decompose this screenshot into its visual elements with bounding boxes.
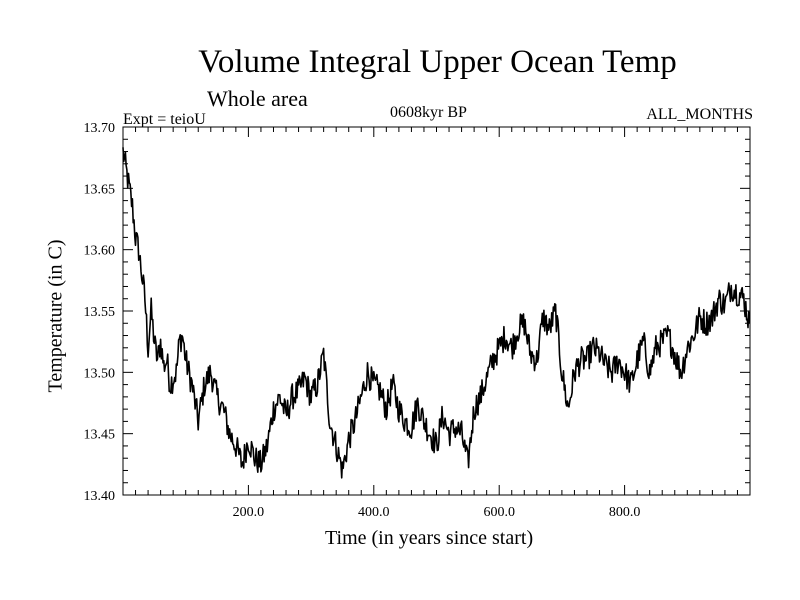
tick-labels: 200.0 400.0 600.0 800.0 13.40 13.45 13.50 13.55… (84, 121, 641, 520)
y-tick-label: 13.60 (84, 244, 116, 259)
y-tick-label: 13.50 (84, 366, 116, 381)
x-tick-label: 200.0 (233, 505, 265, 520)
x-tick-label: 600.0 (483, 505, 515, 520)
series-group (122, 147, 751, 479)
y-tick-label: 13.55 (84, 305, 116, 320)
y-tick-label: 13.70 (84, 121, 116, 136)
x-tick-label: 400.0 (358, 505, 390, 520)
y-tick-label: 13.45 (84, 428, 116, 443)
chart-title: Volume Integral Upper Ocean Temp (198, 44, 677, 80)
y-tick-label: 13.65 (84, 182, 116, 197)
plot-frame (122, 126, 751, 496)
x-tick-label: 800.0 (609, 505, 641, 520)
period-label: 0608kyr BP (390, 104, 467, 121)
x-axis-label: Time (in years since start) (325, 527, 534, 549)
months-label: ALL_MONTHS (646, 106, 753, 123)
y-tick-label: 13.40 (84, 489, 116, 504)
experiment-label: Expt = teioU (123, 111, 206, 128)
chart-subtitle: Whole area (207, 86, 308, 111)
series-line (122, 147, 751, 479)
